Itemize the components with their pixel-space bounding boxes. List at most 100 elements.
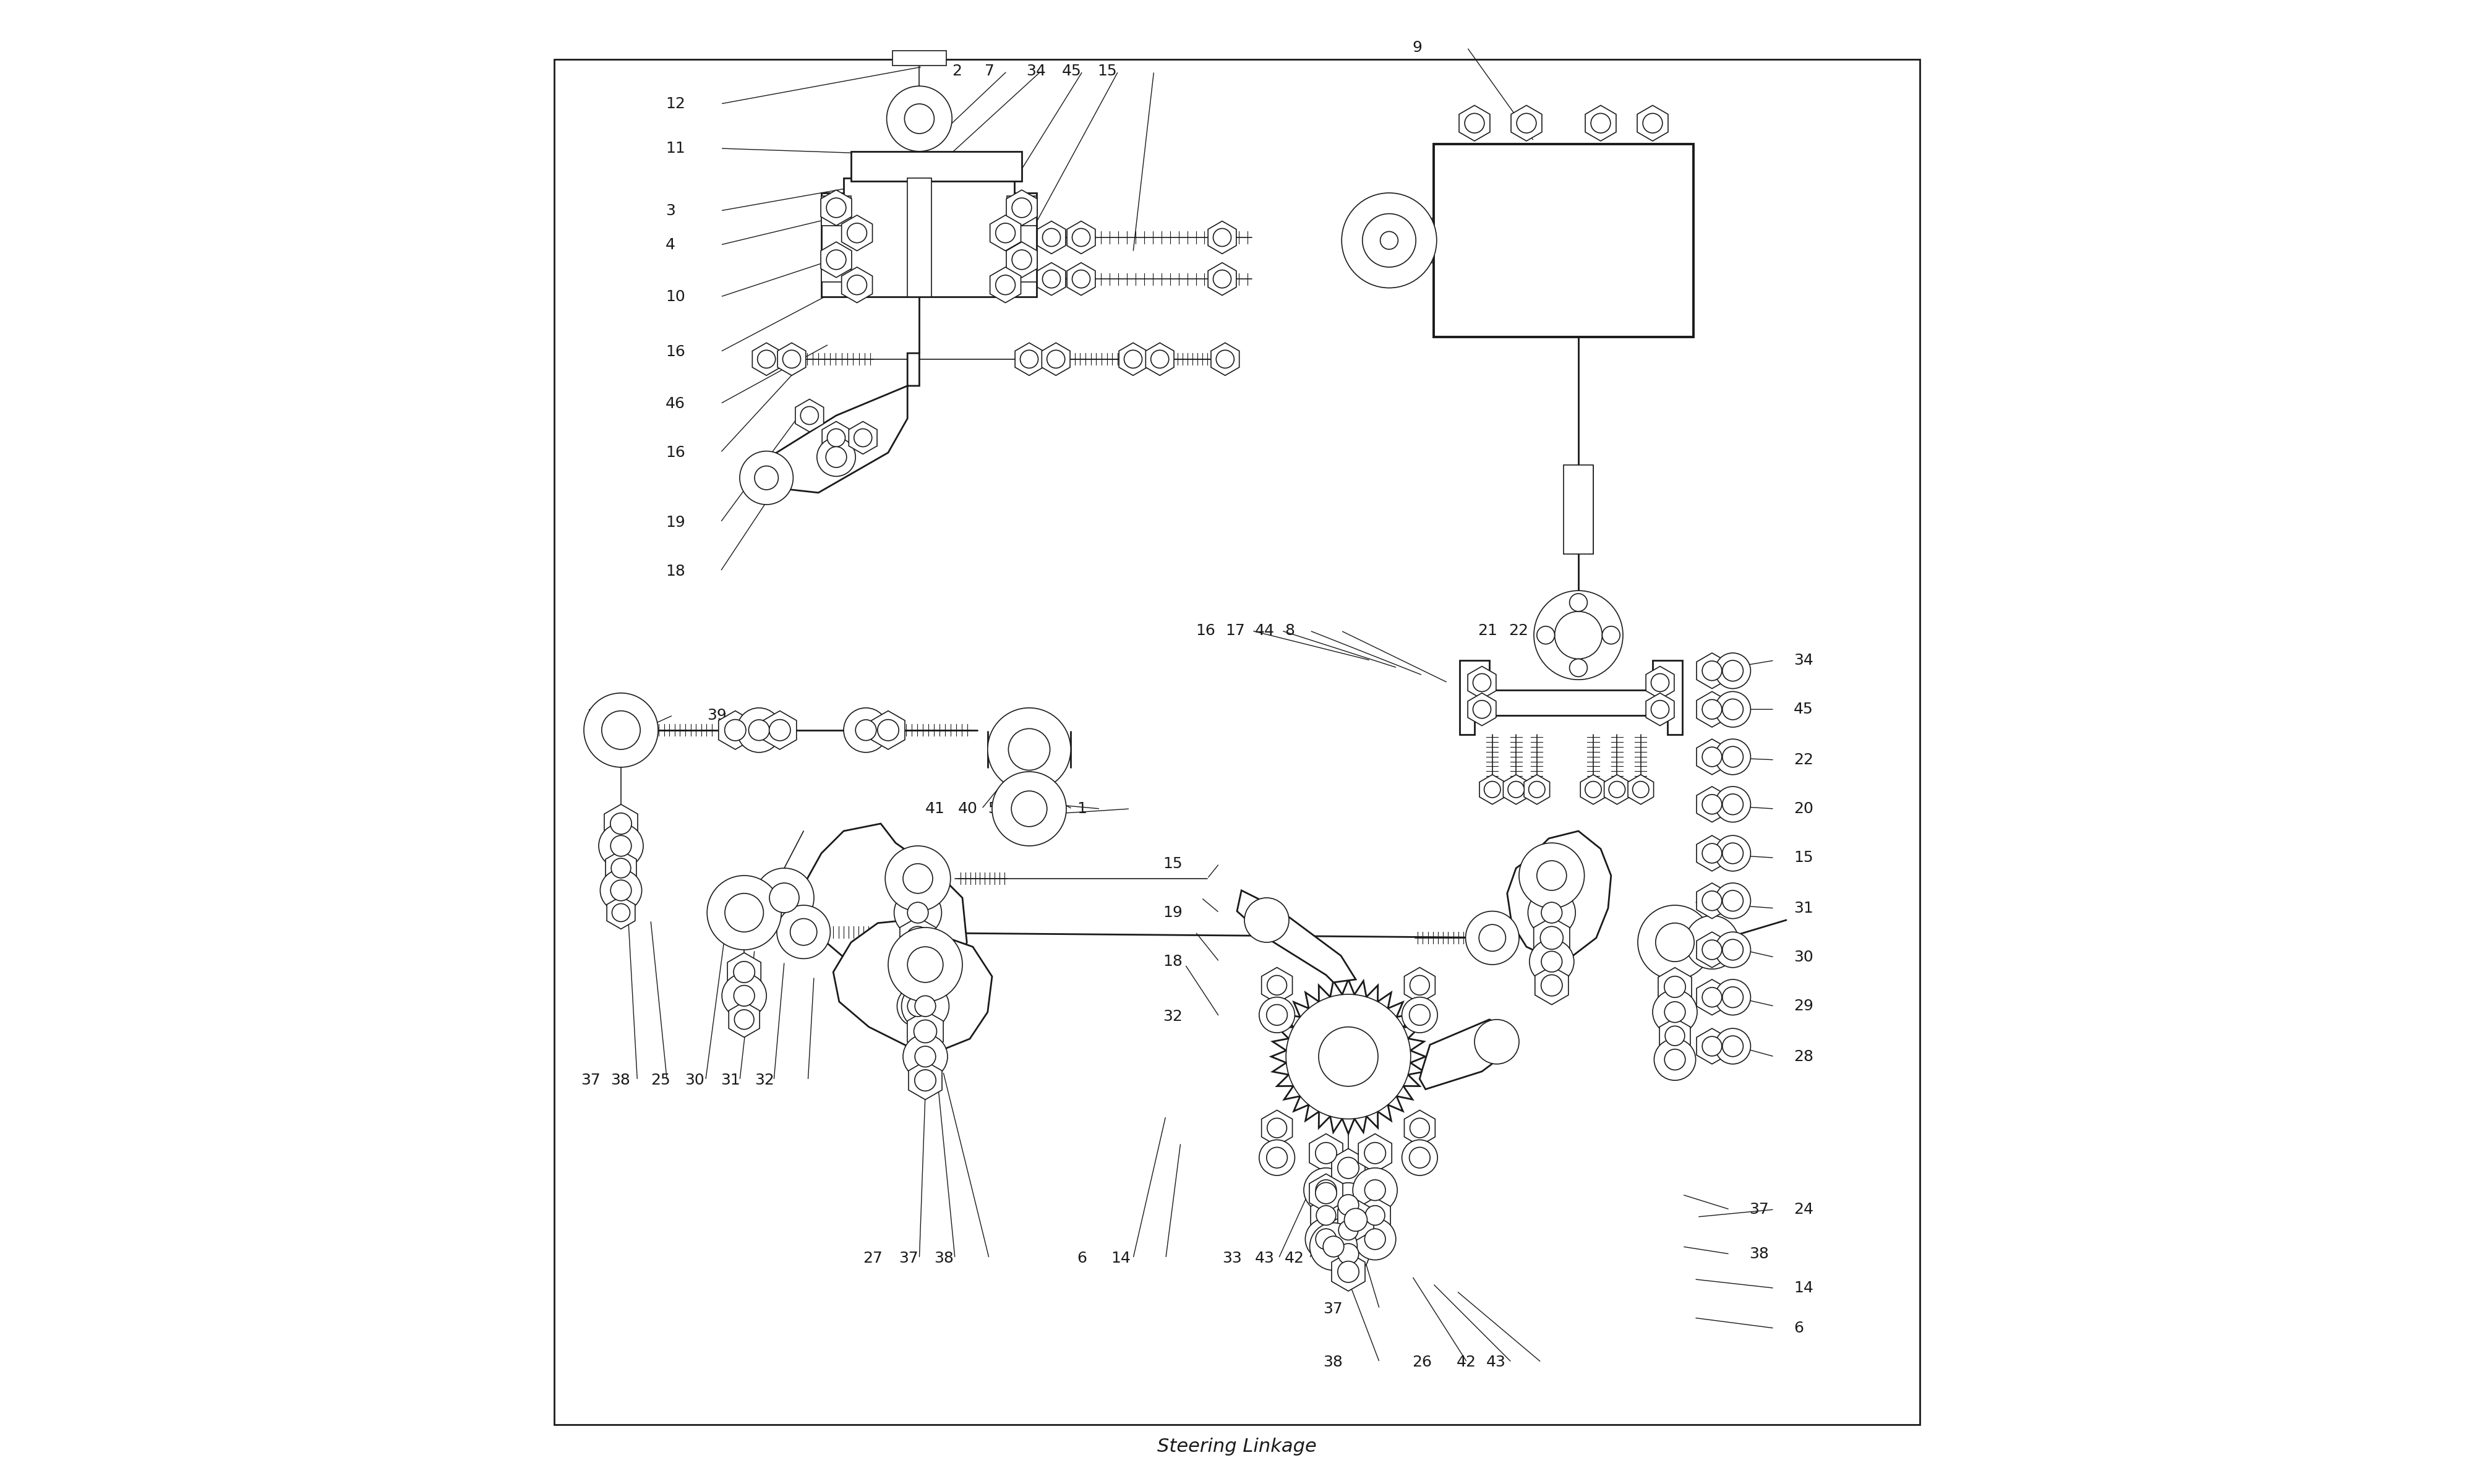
Polygon shape — [1697, 932, 1727, 968]
Circle shape — [722, 974, 767, 1018]
Text: 38: 38 — [611, 1073, 631, 1088]
Circle shape — [1638, 905, 1712, 979]
Polygon shape — [1638, 105, 1667, 141]
Circle shape — [856, 720, 876, 741]
Polygon shape — [1460, 105, 1489, 141]
Circle shape — [782, 350, 802, 368]
Text: 29: 29 — [1794, 999, 1813, 1014]
Circle shape — [757, 350, 774, 368]
Circle shape — [1306, 1218, 1346, 1260]
Text: 7: 7 — [985, 64, 995, 79]
Circle shape — [1722, 746, 1744, 767]
Polygon shape — [1338, 1199, 1373, 1241]
Text: 41: 41 — [925, 801, 945, 816]
Text: 26: 26 — [1413, 1355, 1432, 1370]
Text: 15: 15 — [1794, 850, 1813, 865]
Polygon shape — [1066, 221, 1096, 254]
Circle shape — [1536, 626, 1554, 644]
Polygon shape — [1331, 1252, 1366, 1291]
Polygon shape — [606, 896, 636, 929]
Text: 29: 29 — [618, 708, 638, 723]
Circle shape — [611, 858, 631, 879]
Text: 23: 23 — [1047, 801, 1066, 816]
Circle shape — [915, 996, 935, 1017]
Polygon shape — [821, 190, 851, 226]
Circle shape — [1685, 916, 1739, 969]
Circle shape — [1465, 113, 1484, 134]
Circle shape — [995, 275, 1014, 295]
Circle shape — [826, 197, 846, 218]
Polygon shape — [1066, 263, 1096, 295]
Text: 16: 16 — [1195, 623, 1215, 638]
Polygon shape — [1479, 775, 1504, 804]
Circle shape — [1047, 350, 1064, 368]
Circle shape — [1410, 975, 1430, 996]
Polygon shape — [799, 824, 967, 994]
Circle shape — [1633, 781, 1648, 798]
Circle shape — [1714, 932, 1752, 968]
Circle shape — [915, 1046, 935, 1067]
Polygon shape — [1467, 693, 1497, 726]
Circle shape — [1329, 1233, 1368, 1275]
Polygon shape — [1603, 775, 1630, 804]
Circle shape — [737, 708, 782, 752]
Circle shape — [1702, 1036, 1722, 1057]
Circle shape — [1071, 270, 1091, 288]
Text: 37: 37 — [898, 1251, 918, 1266]
Polygon shape — [901, 965, 935, 1003]
Polygon shape — [1697, 835, 1727, 871]
Circle shape — [1534, 591, 1623, 680]
Text: 22: 22 — [1794, 752, 1813, 767]
Circle shape — [1714, 692, 1752, 727]
Circle shape — [1536, 861, 1566, 890]
Text: 30: 30 — [685, 1073, 705, 1088]
Polygon shape — [1697, 1028, 1727, 1064]
Circle shape — [1702, 987, 1722, 1008]
Text: 36: 36 — [1314, 1251, 1333, 1266]
Text: 24: 24 — [1794, 1202, 1813, 1217]
Circle shape — [1722, 890, 1744, 911]
Polygon shape — [760, 353, 920, 493]
Text: 16: 16 — [666, 344, 685, 359]
Circle shape — [1722, 843, 1744, 864]
Circle shape — [844, 708, 888, 752]
Text: 19: 19 — [1163, 905, 1183, 920]
Text: 11: 11 — [666, 141, 685, 156]
Circle shape — [789, 919, 816, 945]
Circle shape — [915, 1070, 935, 1091]
Polygon shape — [1460, 660, 1682, 735]
Circle shape — [1304, 1168, 1348, 1212]
Circle shape — [908, 974, 928, 994]
Circle shape — [908, 947, 943, 982]
Circle shape — [1366, 1180, 1385, 1201]
Polygon shape — [841, 215, 873, 251]
Circle shape — [1591, 113, 1611, 134]
Text: 38: 38 — [935, 1251, 955, 1266]
Circle shape — [1324, 1236, 1343, 1257]
Text: 28: 28 — [1794, 1049, 1813, 1064]
Polygon shape — [1311, 1198, 1341, 1233]
Polygon shape — [1660, 1018, 1690, 1054]
Text: 42: 42 — [1457, 1355, 1477, 1370]
Circle shape — [1519, 843, 1583, 908]
Text: 43: 43 — [1487, 1355, 1507, 1370]
Circle shape — [735, 962, 755, 982]
Text: 21: 21 — [1477, 623, 1497, 638]
Text: 33: 33 — [1222, 1251, 1242, 1266]
Circle shape — [1410, 1117, 1430, 1138]
Text: 14: 14 — [1111, 1251, 1131, 1266]
Circle shape — [1244, 898, 1289, 942]
Polygon shape — [990, 215, 1022, 251]
Circle shape — [1608, 781, 1625, 798]
Circle shape — [1509, 781, 1524, 798]
Circle shape — [1714, 739, 1752, 775]
Bar — [821, 196, 851, 226]
Circle shape — [1529, 781, 1544, 798]
Polygon shape — [851, 151, 1022, 181]
Circle shape — [1472, 674, 1492, 692]
Bar — [821, 252, 851, 282]
Polygon shape — [1586, 105, 1616, 141]
Circle shape — [1366, 1205, 1385, 1226]
Polygon shape — [1331, 1149, 1366, 1187]
Circle shape — [755, 868, 814, 927]
